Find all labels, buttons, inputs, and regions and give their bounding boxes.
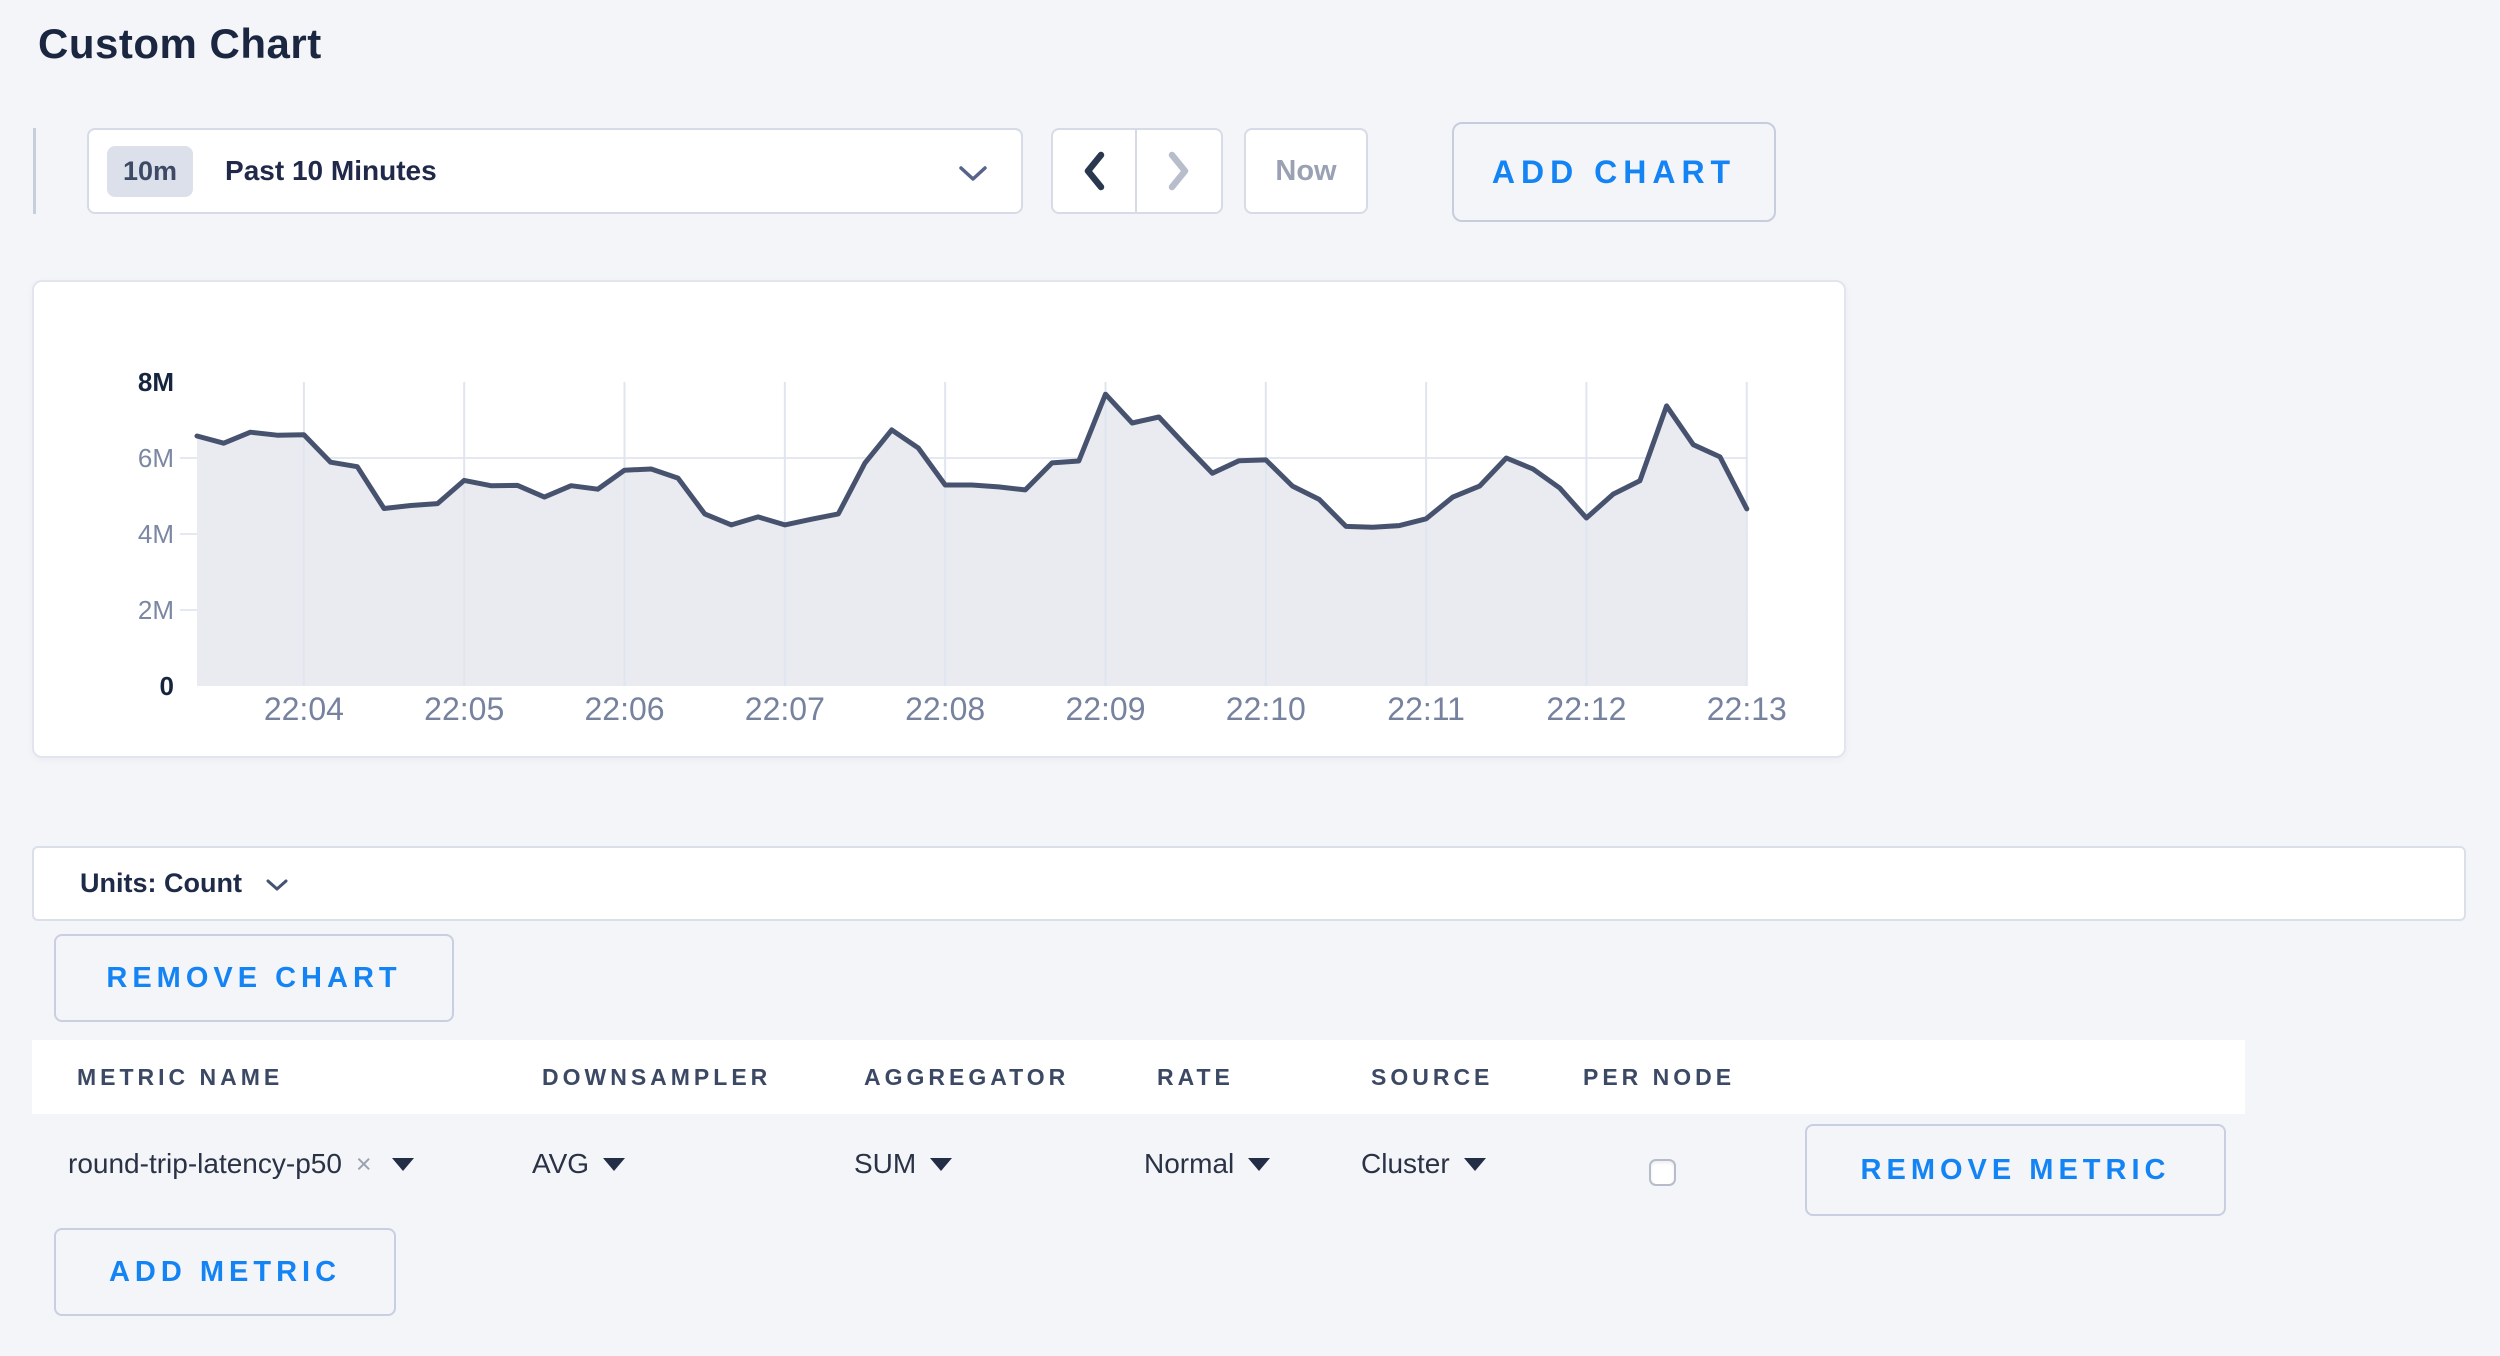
chevron-down-icon (266, 879, 288, 891)
column-header-rate: RATE (1157, 1063, 1234, 1090)
toolbar-divider (33, 128, 36, 214)
page-title: Custom Chart (38, 20, 322, 67)
time-window-dropdown[interactable]: 10m Past 10 Minutes (87, 128, 1023, 214)
caret-down-icon (1463, 1157, 1486, 1171)
remove-metric-button[interactable]: REMOVE METRIC (1805, 1124, 2226, 1216)
aggregator-value: SUM (854, 1148, 917, 1179)
column-header-metric-name: METRIC NAME (77, 1063, 284, 1090)
add-metric-button[interactable]: ADD METRIC (54, 1228, 396, 1316)
svg-text:22:11: 22:11 (1387, 691, 1465, 727)
metrics-table-header: METRIC NAME DOWNSAMPLER AGGREGATOR RATE … (32, 1040, 2245, 1114)
svg-text:8M: 8M (138, 367, 174, 397)
svg-text:22:10: 22:10 (1226, 691, 1306, 727)
source-value: Cluster (1361, 1148, 1450, 1179)
chevron-down-icon (959, 166, 987, 181)
metric-name-select[interactable]: round-trip-latency-p50 × (68, 1114, 414, 1214)
chart-card: 22:04 22:05 22:06 22:07 22:08 22:09 22:10 22:11… (32, 280, 1846, 758)
column-header-aggregator: AGGREGATOR (864, 1063, 1070, 1090)
time-window-badge: 10m (107, 145, 194, 197)
metric-name-value: round-trip-latency-p50 (68, 1148, 342, 1179)
source-select[interactable]: Cluster (1361, 1114, 1486, 1214)
now-button[interactable]: Now (1244, 128, 1368, 214)
svg-text:22:04: 22:04 (264, 691, 344, 727)
svg-text:4M: 4M (138, 519, 174, 549)
downsampler-value: AVG (532, 1148, 590, 1179)
svg-text:22:08: 22:08 (905, 691, 985, 727)
caret-down-icon (930, 1157, 953, 1171)
svg-text:22:13: 22:13 (1707, 691, 1787, 727)
units-dropdown[interactable]: Units: Count (32, 846, 2466, 921)
caret-down-icon (391, 1157, 414, 1171)
time-window-label: Past 10 Minutes (225, 155, 437, 186)
units-label: Units: Count (80, 868, 242, 898)
svg-text:22:09: 22:09 (1065, 691, 1145, 727)
rate-select[interactable]: Normal (1144, 1114, 1271, 1214)
clear-metric-icon[interactable]: × (355, 1148, 372, 1179)
caret-down-icon (1248, 1157, 1271, 1171)
column-header-downsampler: DOWNSAMPLER (542, 1063, 772, 1090)
add-chart-button[interactable]: ADD CHART (1452, 122, 1776, 222)
aggregator-select[interactable]: SUM (854, 1114, 953, 1214)
chevron-left-icon (1084, 151, 1105, 191)
svg-text:6M: 6M (138, 443, 174, 473)
svg-text:2M: 2M (138, 595, 174, 625)
per-node-checkbox[interactable] (1649, 1159, 1676, 1186)
caret-down-icon (603, 1157, 626, 1171)
svg-text:22:07: 22:07 (745, 691, 825, 727)
time-forward-button[interactable] (1137, 130, 1221, 212)
svg-text:0: 0 (160, 671, 174, 701)
time-back-button[interactable] (1053, 130, 1137, 212)
svg-text:22:05: 22:05 (424, 691, 504, 727)
svg-text:22:12: 22:12 (1546, 691, 1626, 727)
chevron-right-icon (1168, 151, 1189, 191)
svg-text:22:06: 22:06 (584, 691, 664, 727)
rate-value: Normal (1144, 1148, 1235, 1179)
metric-area-chart: 22:04 22:05 22:06 22:07 22:08 22:09 22:10 22:11… (138, 367, 1787, 727)
downsampler-select[interactable]: AVG (532, 1114, 626, 1214)
remove-chart-button[interactable]: REMOVE CHART (54, 934, 454, 1022)
column-header-per-node: PER NODE (1583, 1063, 1736, 1090)
column-header-source: SOURCE (1371, 1063, 1494, 1090)
time-nav-group (1051, 128, 1223, 214)
